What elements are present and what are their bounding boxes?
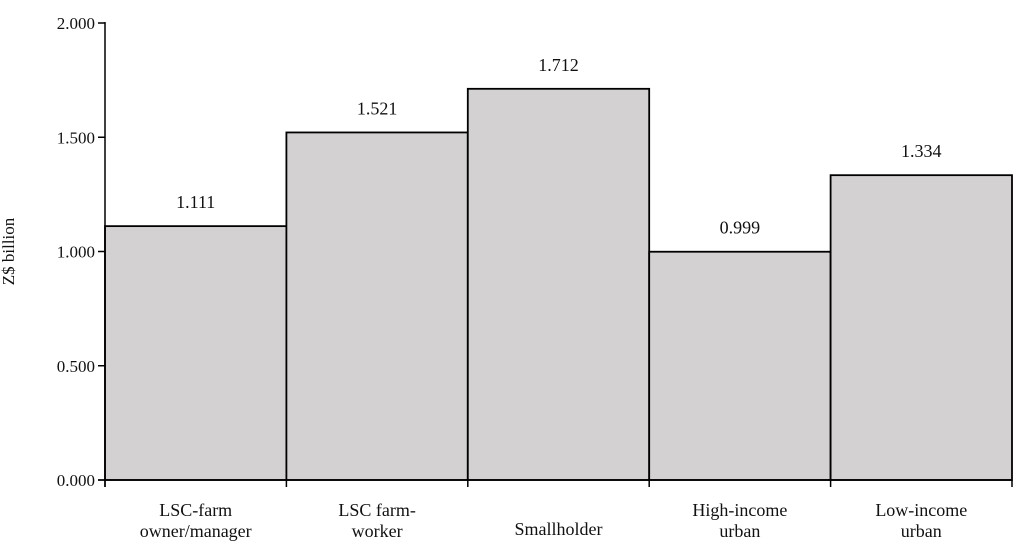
category-label: Low-income bbox=[875, 500, 967, 520]
bars bbox=[104, 87, 1013, 481]
y-axis-ticks: 0.000 0.500 1.000 1.500 2.000 bbox=[57, 14, 105, 490]
category-label: High-income bbox=[692, 500, 787, 520]
category-label: LSC farm- bbox=[338, 500, 415, 520]
y-tick-label: 2.000 bbox=[57, 14, 95, 33]
bar-value-label: 1.521 bbox=[357, 98, 398, 118]
category-label: urban bbox=[901, 521, 942, 541]
bar-value-label: 1.111 bbox=[176, 192, 215, 212]
category-label: owner/manager bbox=[140, 521, 252, 541]
y-tick-label: 1.000 bbox=[57, 243, 95, 262]
y-tick-label: 0.500 bbox=[57, 357, 95, 376]
bar bbox=[104, 225, 288, 481]
y-tick-label: 1.500 bbox=[57, 128, 95, 147]
category-label: worker bbox=[352, 521, 403, 541]
y-tick-label: 0.000 bbox=[57, 471, 95, 490]
bar bbox=[466, 87, 651, 481]
category-label: urban bbox=[719, 521, 760, 541]
bar-value-label: 1.712 bbox=[538, 55, 579, 75]
x-axis-ticks bbox=[104, 480, 1013, 487]
y-axis-title: Z$ billion bbox=[0, 217, 18, 285]
category-label: Smallholder bbox=[515, 519, 603, 539]
bar bbox=[648, 250, 832, 481]
bar bbox=[285, 131, 469, 481]
bar-value-label: 1.334 bbox=[901, 141, 942, 161]
bar-value-labels: 1.111 1.521 1.712 0.999 1.334 bbox=[176, 55, 941, 238]
category-label: LSC-farm bbox=[159, 500, 232, 520]
bar bbox=[829, 174, 1013, 481]
bar-value-label: 0.999 bbox=[720, 218, 761, 238]
